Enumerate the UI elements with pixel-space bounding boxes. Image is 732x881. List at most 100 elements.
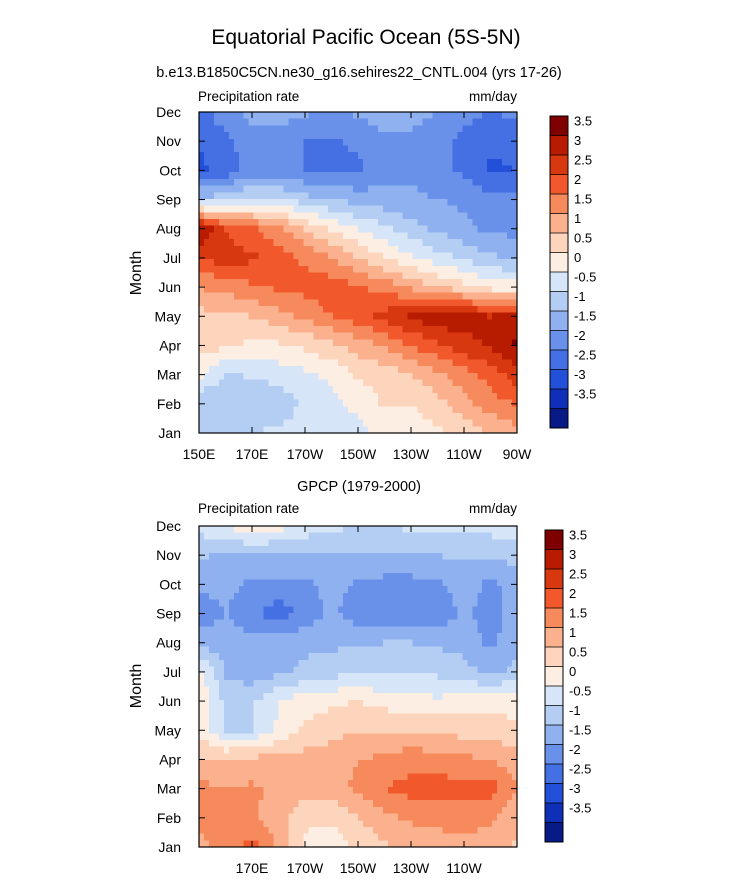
colorbar-label: -2.5	[574, 348, 596, 363]
colorbar-box	[545, 647, 563, 667]
field-row	[199, 419, 518, 427]
colorbar-label: 1	[569, 625, 576, 640]
colorbar-box	[545, 608, 563, 628]
field-row	[199, 198, 518, 207]
colorbar-box	[550, 213, 568, 234]
field-row	[199, 532, 518, 540]
y-tick-label: Aug	[156, 635, 181, 651]
field-row	[199, 546, 518, 554]
field-row	[199, 178, 518, 187]
field-row	[199, 612, 518, 621]
field-row	[199, 840, 518, 848]
y-tick-label: Jun	[158, 279, 181, 295]
field-row	[199, 138, 518, 147]
field-row	[199, 526, 518, 534]
colorbar-label: -1	[569, 703, 581, 718]
field-row	[199, 386, 518, 394]
colorbar-label: 0.5	[569, 645, 587, 660]
field-row	[199, 118, 518, 126]
field-row	[199, 786, 518, 795]
field-row	[199, 185, 518, 193]
panel-model: Precipitation rate mm/day Month Jan Feb Ma…	[128, 89, 596, 462]
colorbar-box	[550, 194, 568, 214]
y-tick-label: Apr	[159, 337, 181, 353]
field-row	[199, 673, 518, 681]
colorbar-box	[550, 350, 568, 370]
field-row	[199, 145, 518, 153]
field-row	[199, 599, 518, 607]
panel-obs-heading: GPCP (1979-2000)	[297, 479, 421, 495]
x-tick-label: 130W	[393, 860, 430, 876]
field-row	[199, 826, 518, 835]
field-row	[199, 265, 518, 274]
colorbar-label: -2.5	[569, 762, 591, 777]
field-row	[199, 773, 518, 781]
field-row	[199, 780, 518, 788]
panel-obs-plot: Jan Feb Mar Apr May Jun Jul Aug Sep Oct Nov Dec 170E…	[155, 518, 518, 876]
y-tick-label: Jan	[158, 425, 181, 441]
colorbar-label: -2	[569, 742, 581, 757]
panel-model-units-label: mm/day	[469, 89, 517, 104]
x-tick-label: 170W	[287, 860, 324, 876]
colorbar-label: -1.5	[569, 723, 591, 738]
field-row	[199, 305, 518, 314]
field-row	[199, 579, 518, 587]
colorbar-box	[545, 686, 563, 706]
colorbar-box	[550, 135, 568, 156]
colorbar-label: -0.5	[569, 684, 591, 699]
x-tick-label: 150W	[340, 446, 377, 462]
panel-obs-colorbar: 3.5 3 2.5 2 1.5 1 0.5 0 -0.5 -1 -1.5 -2 -2.5 -3 -3.5	[544, 528, 591, 843]
field-row	[199, 592, 518, 601]
colorbar-box	[545, 744, 563, 765]
field-row	[199, 172, 518, 180]
x-tick-label: 150W	[340, 860, 377, 876]
x-tick-label: 130W	[393, 446, 430, 462]
colorbar-label: -0.5	[574, 270, 596, 285]
colorbar-box	[550, 252, 568, 273]
field-row	[199, 285, 518, 294]
field-row	[199, 225, 518, 233]
x-tick-label: 170E	[236, 446, 269, 462]
field-row	[199, 800, 518, 808]
colorbar-label: 2	[574, 172, 581, 187]
colorbar-label: -3	[569, 781, 581, 796]
field-row	[199, 132, 518, 140]
colorbar-box	[550, 330, 568, 351]
field-row	[199, 586, 518, 594]
field-row	[199, 392, 518, 401]
field-row	[199, 639, 518, 647]
field-row	[199, 626, 518, 634]
field-row	[199, 552, 518, 561]
field-row	[199, 245, 518, 254]
colorbar-box	[545, 764, 563, 784]
field-row	[199, 713, 518, 721]
figure-subtitle: b.e13.B1850C5CN.ne30_g16.sehires22_CNTL.…	[156, 65, 561, 81]
y-tick-label: Mar	[157, 781, 181, 797]
field-row	[199, 332, 518, 340]
y-tick-label: Feb	[157, 396, 181, 412]
field-row	[199, 259, 518, 267]
colorbar-label: 1.5	[574, 192, 592, 207]
field-row	[199, 653, 518, 661]
colorbar-box	[545, 725, 563, 745]
colorbar-box	[550, 272, 568, 292]
field-row	[199, 426, 518, 434]
colorbar-box	[550, 291, 568, 312]
y-tick-label: Feb	[157, 810, 181, 826]
field-row	[199, 559, 518, 567]
figure-title: Equatorial Pacific Ocean (5S-5N)	[211, 26, 520, 49]
x-tick-label: 90W	[503, 446, 533, 462]
field-row	[199, 686, 518, 694]
colorbar-box	[545, 569, 563, 589]
colorbar-box	[550, 311, 568, 331]
field-row	[199, 252, 518, 260]
panel-obs-variable-label: Precipitation rate	[198, 501, 299, 516]
field-row	[199, 158, 518, 167]
colorbar-label: -3	[574, 367, 586, 382]
field-row	[199, 319, 518, 327]
field-row	[199, 746, 518, 754]
colorbar-box	[550, 233, 568, 253]
field-row	[199, 693, 518, 701]
y-tick-label: Nov	[156, 133, 181, 149]
panel-model-colorbar: 3.5 3 2.5 2 1.5 1 0.5 0 -0.5 -1 -1.5 -2 -2.5 -3 -3.5	[549, 114, 596, 429]
